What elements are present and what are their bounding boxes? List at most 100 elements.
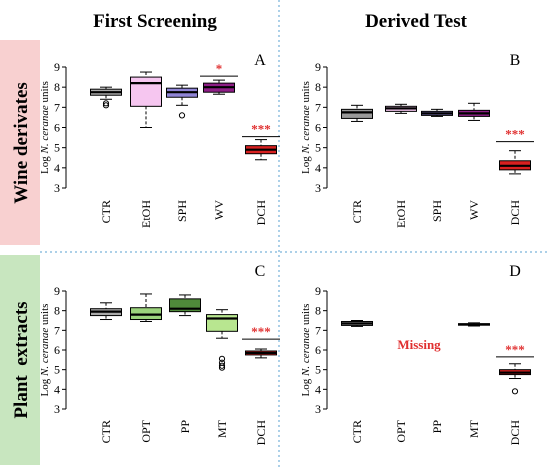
x-tick-label: EtOH	[394, 200, 408, 228]
x-tick-label: CTR	[350, 200, 364, 223]
outlier-point	[218, 355, 226, 362]
header-first-screening: First Screening	[93, 11, 217, 32]
box-pp	[169, 294, 201, 317]
significance-label: ***	[251, 324, 271, 339]
y-tick-label: 7	[315, 100, 321, 114]
y-tick-label: 3	[54, 181, 60, 195]
y-tick-label: 5	[315, 363, 321, 377]
box-sph	[421, 108, 453, 117]
outlier-point	[102, 100, 110, 107]
box-dch	[245, 348, 277, 359]
row-label-wine-derivates: Wine derivates	[11, 82, 32, 204]
y-tick-label: 6	[54, 121, 60, 135]
y-tick-label: 5	[54, 141, 60, 155]
x-tick-label: WV	[467, 200, 481, 220]
x-tick-label: OPT	[394, 419, 408, 442]
box-mt	[458, 322, 490, 327]
panel-label: B	[510, 52, 521, 69]
y-tick-label: 4	[315, 382, 321, 396]
x-tick-label: MT	[215, 419, 229, 438]
panel-label: C	[255, 263, 266, 280]
y-tick-label: 9	[315, 284, 321, 298]
significance-label: ***	[505, 342, 525, 357]
y-tick-label: 9	[315, 60, 321, 74]
y-tick-label: 4	[54, 161, 60, 175]
x-tick-label: CTR	[99, 420, 113, 443]
x-tick-label: CTR	[350, 420, 364, 443]
panel-label: A	[254, 52, 266, 69]
y-tick-label: 3	[315, 181, 321, 195]
box-dch	[245, 139, 277, 161]
y-axis-label: Log N. ceranae units	[300, 304, 312, 397]
box-ctr	[90, 302, 122, 321]
x-tick-label: DCH	[254, 200, 268, 226]
header-derived-test: Derived Test	[365, 11, 468, 32]
outlier-point	[511, 388, 519, 395]
y-tick-label: 9	[54, 284, 60, 298]
y-tick-label: 8	[315, 304, 321, 318]
x-tick-label: PP	[430, 420, 444, 434]
box-etoh	[130, 71, 162, 128]
box-iqr	[206, 314, 238, 332]
box-wv	[458, 102, 490, 121]
y-tick-label: 9	[54, 60, 60, 74]
box-dch	[499, 150, 531, 175]
box-ctr	[341, 104, 373, 122]
row-label-bg-bottom	[0, 255, 40, 465]
x-tick-label: PP	[178, 420, 192, 434]
box-wv	[203, 79, 235, 95]
x-tick-label: CTR	[99, 200, 113, 223]
y-axis-label: Log N. ceranae units	[300, 81, 312, 174]
y-tick-label: 5	[315, 141, 321, 155]
y-tick-label: 7	[315, 323, 321, 337]
x-tick-label: MT	[467, 419, 481, 438]
x-tick-label: SPH	[175, 200, 189, 222]
y-tick-label: 6	[54, 343, 60, 357]
y-tick-label: 6	[315, 343, 321, 357]
y-tick-label: 7	[54, 100, 60, 114]
outlier-point	[178, 112, 186, 119]
x-tick-label: DCH	[254, 420, 268, 446]
significance-label: *	[216, 61, 223, 76]
y-tick-label: 5	[54, 363, 60, 377]
panel-label: D	[509, 263, 521, 280]
missing-annotation: Missing	[397, 337, 441, 352]
y-axis-label: Log N. ceranae units	[39, 304, 51, 397]
x-tick-label: OPT	[139, 419, 153, 442]
box-ctr	[341, 320, 373, 327]
y-axis-label: Log N. ceranae units	[39, 81, 51, 174]
row-label-plant-extracts: Plant extracts	[11, 301, 32, 418]
y-tick-label: 6	[315, 121, 321, 135]
box-sph	[166, 84, 198, 119]
box-ctr	[90, 86, 122, 109]
y-tick-label: 3	[315, 402, 321, 416]
x-tick-label: DCH	[508, 200, 522, 226]
y-tick-label: 4	[315, 161, 321, 175]
box-etoh	[385, 103, 417, 114]
y-tick-label: 7	[54, 323, 60, 337]
box-iqr	[341, 108, 373, 119]
x-tick-label: WV	[212, 200, 226, 220]
x-tick-label: SPH	[430, 200, 444, 222]
outlier-point	[218, 362, 226, 369]
box-iqr	[130, 76, 162, 107]
y-tick-label: 8	[54, 80, 60, 94]
box-dch	[499, 363, 531, 395]
significance-label: ***	[505, 127, 525, 142]
box-opt	[130, 293, 162, 322]
outlier-point	[218, 359, 226, 366]
significance-label: ***	[251, 122, 271, 137]
y-tick-label: 3	[54, 402, 60, 416]
y-tick-label: 8	[315, 80, 321, 94]
outlier-point	[102, 102, 110, 109]
box-mt	[206, 309, 238, 371]
y-tick-label: 8	[54, 304, 60, 318]
y-tick-label: 4	[54, 382, 60, 396]
row-label-bg-top	[0, 40, 40, 245]
